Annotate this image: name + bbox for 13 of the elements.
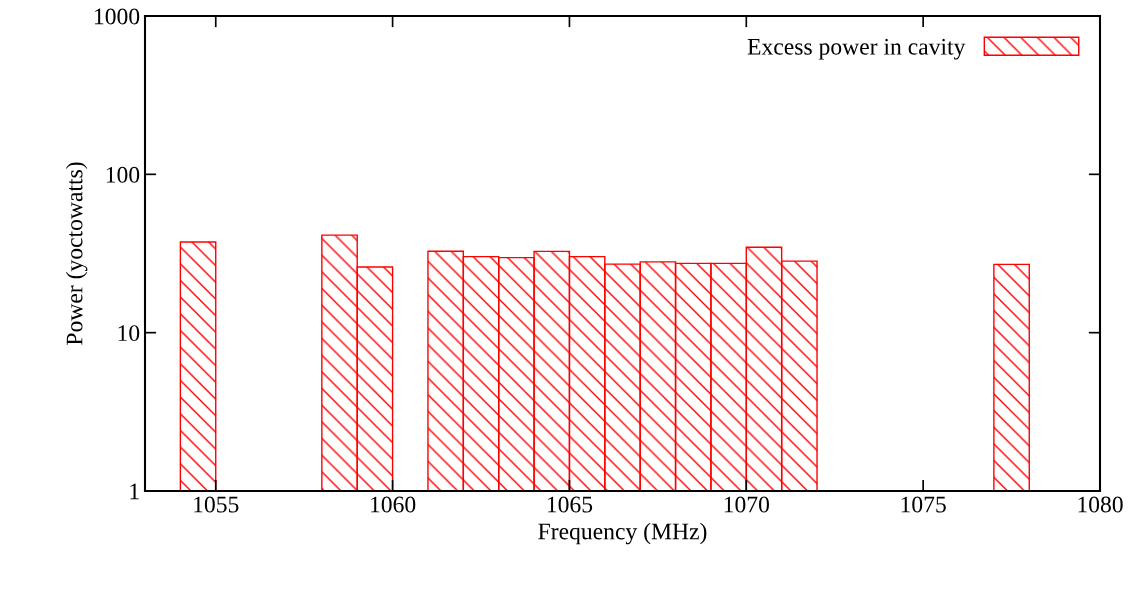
x-axis-title: Frequency (MHz)	[538, 522, 707, 545]
y-tick-label: 10	[118, 325, 140, 342]
x-tick-label: 1055	[194, 496, 239, 513]
x-tick-label: 1070	[724, 496, 770, 513]
x-tick-label: 1080	[1078, 496, 1123, 513]
y-tick-label: 1	[130, 483, 139, 500]
legend-label: Excess power in cavity	[747, 38, 966, 60]
y-tick-label: 100	[106, 166, 140, 183]
y-tick-label: 1000	[94, 8, 140, 25]
x-tick-label: 1065	[547, 496, 593, 513]
x-tick-label: 1060	[371, 496, 416, 513]
x-tick-label: 1075	[901, 496, 946, 513]
y-axis-title: Power (yoctowatts)	[65, 162, 88, 345]
